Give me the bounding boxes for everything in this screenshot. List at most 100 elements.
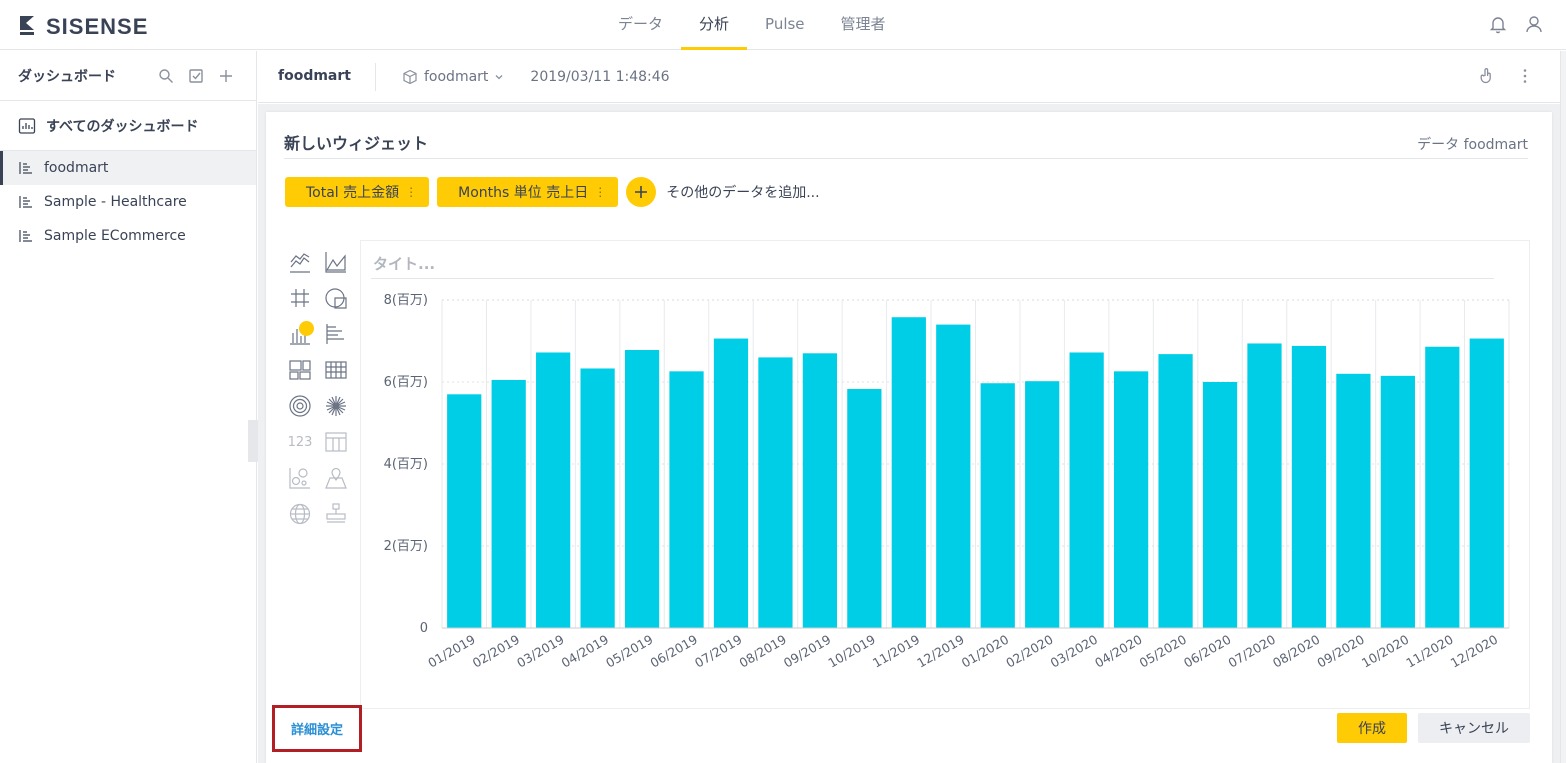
scatter-map-type[interactable]	[282, 496, 318, 532]
all-dashboards-item[interactable]: すべてのダッシュボード	[0, 101, 256, 151]
add-more-data-link[interactable]: その他のデータを追加...	[666, 185, 820, 201]
sidebar-header: ダッシュボード	[0, 51, 256, 101]
column-chart-type[interactable]	[282, 316, 318, 352]
table-type[interactable]	[318, 424, 354, 460]
y-tick-label: 0	[420, 621, 428, 636]
calendar-heatmap-type[interactable]	[318, 496, 354, 532]
nav-pulse[interactable]: Pulse	[765, 15, 805, 33]
plus-icon	[635, 186, 648, 198]
pie-chart-icon	[325, 288, 347, 309]
bell-icon[interactable]	[1488, 14, 1508, 34]
table-icon	[325, 432, 347, 452]
pill-label: Months 単位 売上日	[458, 185, 589, 201]
create-button[interactable]: 作成	[1337, 713, 1407, 743]
column-chart: 02(百万)4(百万)6(百万)8(百万)01/201902/201903/20…	[384, 293, 1510, 671]
bar-chart-type[interactable]	[318, 316, 354, 352]
widget-editor: 新しいウィジェット データ foodmart Total 売上金額 ⋮ Mont…	[266, 112, 1552, 763]
sidebar-item-foodmart[interactable]: foodmart	[0, 151, 256, 185]
pill-menu-icon[interactable]: ⋮	[594, 185, 607, 199]
bar	[713, 338, 749, 628]
advanced-settings-link[interactable]: 詳細設定	[272, 705, 362, 752]
sidebar-title: ダッシュボード	[18, 68, 116, 85]
bar	[1247, 343, 1282, 628]
nav-data[interactable]: データ	[618, 15, 664, 33]
bar	[758, 357, 793, 628]
add-data-button[interactable]	[626, 177, 657, 207]
line-chart-type[interactable]	[282, 244, 318, 280]
pivot-type[interactable]	[282, 280, 318, 316]
dashboard-timestamp: 2019/03/11 1:48:46	[530, 68, 670, 85]
all-dashboards-label: すべてのダッシュボード	[46, 118, 199, 135]
blox-type[interactable]	[282, 352, 318, 388]
more-vertical-icon[interactable]	[1516, 67, 1534, 85]
globe-icon	[289, 503, 311, 525]
bar	[1425, 346, 1460, 628]
search-icon[interactable]	[158, 68, 174, 84]
target-icon	[289, 395, 311, 417]
x-tick-label: 11/2020	[1403, 632, 1456, 671]
sidebar: ダッシュボード すべてのダッシュボード foodmart Sa	[0, 51, 257, 763]
x-tick-label: 05/2020	[1137, 632, 1190, 671]
map-area-type[interactable]	[318, 460, 354, 496]
x-tick-label: 04/2019	[559, 632, 612, 671]
x-tick-label: 10/2020	[1359, 632, 1412, 671]
table-grid-type[interactable]	[318, 352, 354, 388]
line-chart-icon	[290, 253, 310, 273]
bar-chart-icon	[326, 324, 344, 344]
bar	[891, 317, 926, 628]
widget-preview: タイト... 0 2(百万) 4(百万) 6(百万) 8(百万) 01/2019 02/20…	[360, 240, 1530, 709]
nav-analytics[interactable]: 分析	[681, 0, 748, 50]
datasource-selector[interactable]: foodmart	[402, 69, 504, 85]
sidebar-item-label: foodmart	[44, 160, 109, 176]
pill-menu-icon[interactable]: ⋮	[405, 185, 418, 199]
preview-title-input[interactable]: タイト...	[373, 255, 436, 273]
scatter-icon	[289, 468, 310, 489]
data-pills: Total 売上金額 ⋮ Months 単位 売上日 ⋮ その他のデータを追加.…	[285, 177, 820, 207]
touch-icon[interactable]	[1478, 67, 1496, 85]
data-source-label: データ foodmart	[1417, 137, 1528, 153]
x-tick-label: 08/2020	[1270, 632, 1323, 671]
bar	[802, 353, 838, 628]
top-nav: データ 分析 Pulse 管理者	[600, 0, 904, 50]
x-tick-label: 09/2019	[781, 632, 834, 671]
nav-admin[interactable]: 管理者	[840, 15, 886, 33]
sidebar-item-ecommerce[interactable]: Sample ECommerce	[0, 219, 256, 253]
sunburst-type[interactable]	[318, 388, 354, 424]
bar	[1069, 352, 1104, 628]
sisense-logo[interactable]: SISENSE	[20, 14, 148, 40]
sidebar-collapse-handle[interactable]	[248, 420, 258, 462]
category-pill[interactable]: Months 単位 売上日 ⋮	[437, 177, 619, 207]
sidebar-item-healthcare[interactable]: Sample - Healthcare	[0, 185, 256, 219]
hash-grid-icon	[291, 289, 309, 307]
x-tick-label: 12/2019	[914, 632, 967, 671]
bar	[580, 368, 615, 628]
scatter-type[interactable]	[282, 460, 318, 496]
bar	[1469, 338, 1504, 628]
bar	[491, 379, 526, 628]
logo-text: SISENSE	[46, 14, 149, 39]
table-grid-icon	[325, 361, 347, 379]
bar	[1291, 345, 1327, 628]
x-tick-label: 11/2019	[870, 632, 923, 671]
bar	[624, 350, 660, 628]
blox-icon	[289, 360, 311, 380]
tree-icon	[326, 503, 346, 523]
plus-icon[interactable]	[218, 68, 234, 84]
pie-chart-type[interactable]	[318, 280, 354, 316]
area-chart-type[interactable]	[318, 244, 354, 280]
bar	[1202, 382, 1238, 628]
list-icon	[19, 196, 32, 208]
top-icons	[1488, 14, 1544, 34]
dashboard-icon	[18, 117, 36, 134]
gauge-type[interactable]	[282, 388, 318, 424]
area-chart-icon	[325, 252, 346, 273]
x-tick-label: 02/2020	[1003, 632, 1056, 671]
indicator-type[interactable]: 123	[282, 424, 318, 460]
x-tick-label: 03/2019	[514, 632, 567, 671]
user-icon[interactable]	[1524, 14, 1544, 34]
value-pill[interactable]: Total 売上金額 ⋮	[285, 177, 430, 207]
cube-icon	[403, 69, 417, 84]
checkbox-icon[interactable]	[188, 68, 204, 84]
x-tick-label: 08/2019	[736, 632, 789, 671]
cancel-button[interactable]: キャンセル	[1418, 713, 1530, 743]
